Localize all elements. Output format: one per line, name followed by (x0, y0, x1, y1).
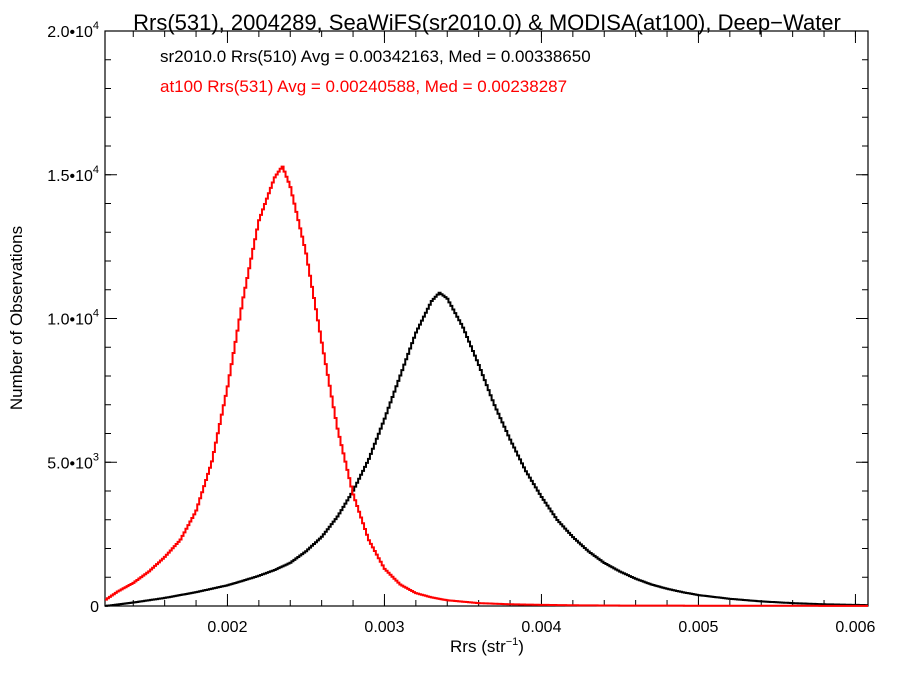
annotation-black: sr2010.0 Rrs(510) Avg = 0.00342163, Med … (160, 47, 591, 66)
y-axis-ticks: 0 5.0•103 1.0•104 1.5•104 2.0•104 (47, 20, 868, 616)
y-tick-label-1: 5.0•103 (47, 451, 99, 472)
x-axis-label: Rrs (str−1) (450, 636, 524, 656)
y-tick-label-4: 2.0•104 (47, 20, 99, 41)
series-line-0 (105, 291, 868, 607)
x-tick-label-4: 0.006 (835, 619, 875, 636)
y-tick-label-0: 0 (90, 599, 99, 616)
plot-frame (104, 30, 869, 607)
x-tick-label-1: 0.003 (364, 619, 404, 636)
x-tick-label-3: 0.005 (678, 619, 718, 636)
series-layer (105, 165, 868, 607)
x-tick-label-0: 0.002 (207, 619, 247, 636)
y-axis-label: Number of Observations (7, 226, 26, 410)
annotation-red: at100 Rrs(531) Avg = 0.00240588, Med = 0… (160, 77, 567, 96)
x-axis-ticks: 0.002 0.003 0.004 0.005 0.006 (132, 31, 876, 636)
series-line-1 (105, 165, 868, 607)
x-tick-label-2: 0.004 (521, 619, 561, 636)
y-tick-label-3: 1.5•104 (47, 164, 99, 185)
y-tick-label-2: 1.0•104 (47, 308, 99, 329)
